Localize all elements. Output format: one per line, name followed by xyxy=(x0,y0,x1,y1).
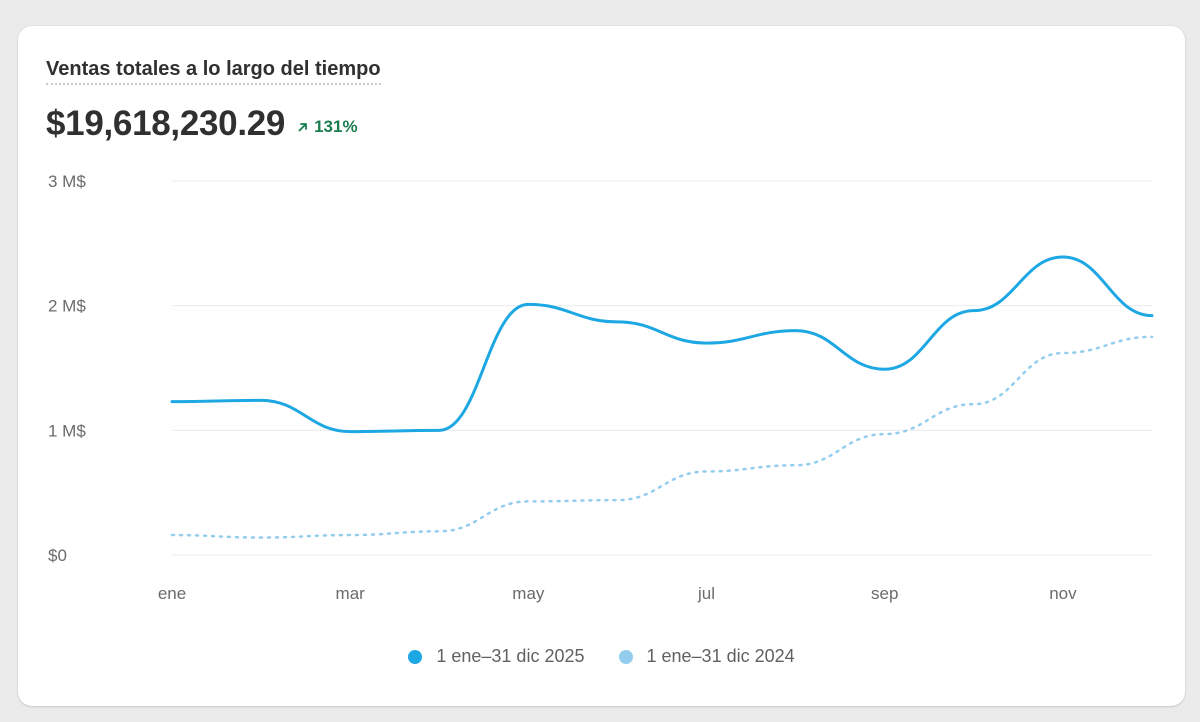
legend-item-previous[interactable]: 1 ene–31 dic 2024 xyxy=(618,646,795,667)
legend-label-previous: 1 ene–31 dic 2024 xyxy=(646,646,795,666)
arrow-up-right-icon xyxy=(298,123,307,132)
chart-title[interactable]: Ventas totales a lo largo del tiempo xyxy=(46,58,381,85)
total-sales-value: $19,618,230.29 xyxy=(46,104,286,143)
x-tick-label: may xyxy=(512,584,545,603)
y-tick-label: 2 M$ xyxy=(48,297,86,316)
legend-dot-previous xyxy=(618,649,633,664)
x-tick-label: nov xyxy=(1049,584,1077,603)
legend-item-current[interactable]: 1 ene–31 dic 2025 xyxy=(408,646,585,667)
x-tick-label: mar xyxy=(336,584,366,603)
legend-label-current: 1 ene–31 dic 2025 xyxy=(436,646,585,666)
line-chart[interactable]: 3 M$ 2 M$ 1 M$ $0 ene mar may jul sep nov xyxy=(18,26,1185,626)
y-tick-label: 3 M$ xyxy=(48,172,86,191)
x-tick-label: sep xyxy=(871,584,898,603)
series-line-current xyxy=(170,255,1154,434)
total-row: $19,618,230.29 131% xyxy=(46,104,358,144)
series-line-previous xyxy=(170,335,1154,539)
sales-over-time-card: Ventas totales a lo largo del tiempo $19… xyxy=(18,26,1185,706)
legend: 1 ene–31 dic 2025 1 ene–31 dic 2024 xyxy=(18,646,1185,667)
x-tick-label: ene xyxy=(158,584,186,603)
delta-value: 131% xyxy=(314,117,358,136)
legend-dot-current xyxy=(408,649,423,664)
y-tick-label: $0 xyxy=(48,546,67,565)
y-tick-label: 1 M$ xyxy=(48,421,86,440)
x-tick-label: jul xyxy=(697,584,715,603)
delta-badge: 131% xyxy=(297,117,358,137)
